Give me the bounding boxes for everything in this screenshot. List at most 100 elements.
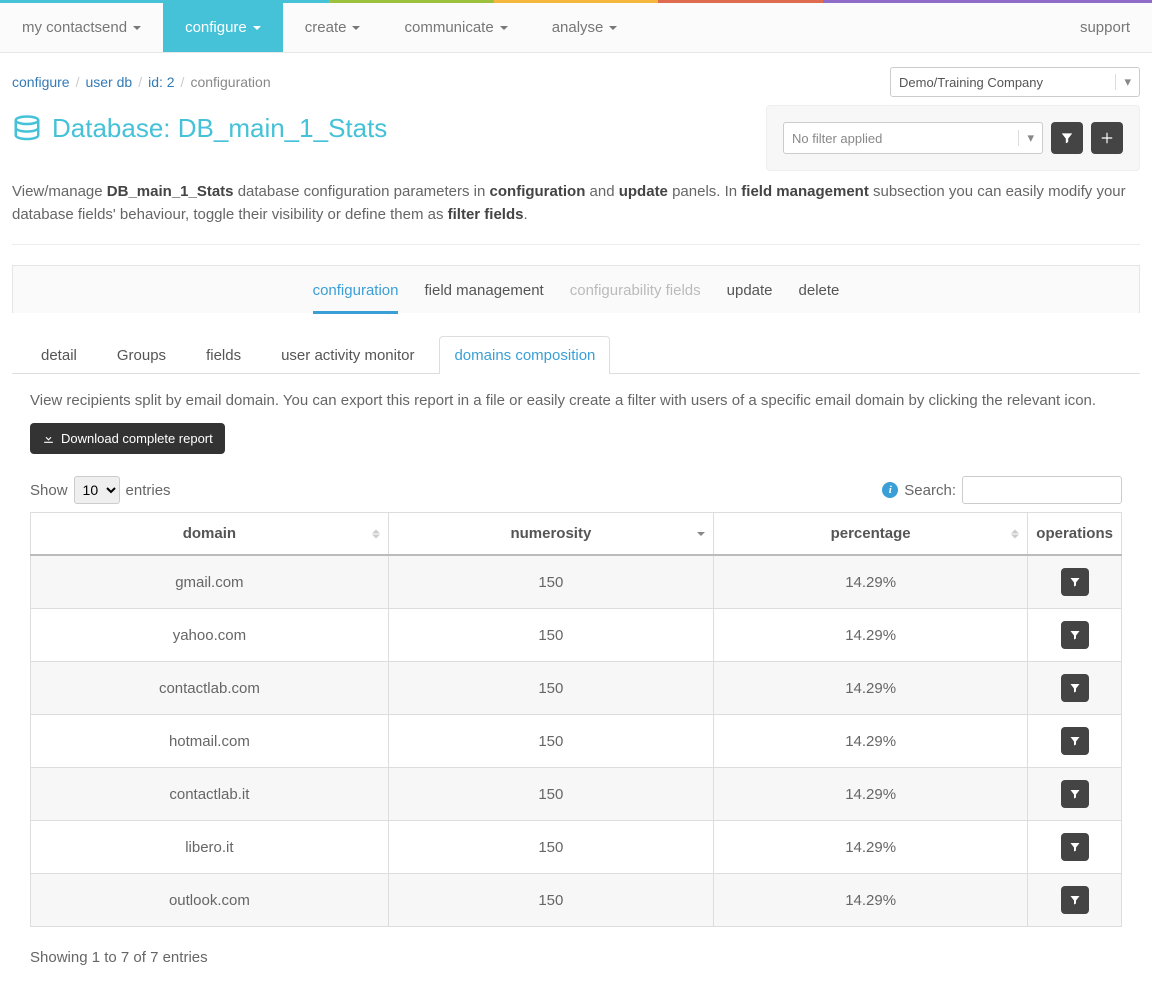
navbar: my contactsendconfigurecreatecommunicate…: [0, 3, 1152, 53]
filter-select-value: No filter applied: [792, 131, 882, 146]
create-filter-button[interactable]: [1061, 886, 1089, 914]
sort-icon: [1011, 529, 1019, 538]
subtab-user-activity-monitor[interactable]: user activity monitor: [266, 336, 429, 374]
cell-percentage: 14.29%: [713, 874, 1027, 927]
subtab-Groups[interactable]: Groups: [102, 336, 181, 374]
download-report-button[interactable]: Download complete report: [30, 423, 225, 454]
subtab-domains-composition[interactable]: domains composition: [439, 336, 610, 374]
tab-body: View recipients split by email domain. Y…: [12, 374, 1140, 990]
breadcrumb: configure/user db/id: 2/configuration: [12, 74, 271, 90]
table-tools: Show 10 entries i Search:: [30, 476, 1122, 504]
table-row: contactlab.com15014.29%: [31, 662, 1122, 715]
nav-support[interactable]: support: [1058, 3, 1152, 52]
cell-domain: contactlab.it: [31, 768, 389, 821]
subtab-fields[interactable]: fields: [191, 336, 256, 374]
sub-tabs: detail Groups fields user activity monitor d…: [12, 313, 1140, 374]
filter-well: No filter applied ▾: [766, 105, 1140, 171]
filter-icon: [1060, 131, 1074, 145]
filter-icon: [1069, 841, 1081, 853]
tab-field-management[interactable]: field management: [424, 282, 543, 314]
nav-communicate[interactable]: communicate: [382, 3, 529, 52]
col-domain[interactable]: domain: [31, 513, 389, 556]
create-filter-button[interactable]: [1061, 568, 1089, 596]
search-input[interactable]: [962, 476, 1122, 504]
cell-percentage: 14.29%: [713, 821, 1027, 874]
create-filter-button[interactable]: [1061, 674, 1089, 702]
tab-update[interactable]: update: [727, 282, 773, 314]
sort-icon: [372, 529, 380, 538]
nav-analyse[interactable]: analyse: [530, 3, 640, 52]
table-row: gmail.com15014.29%: [31, 555, 1122, 609]
cell-numerosity: 150: [388, 715, 713, 768]
subtab-detail[interactable]: detail: [26, 336, 92, 374]
cell-domain: yahoo.com: [31, 609, 389, 662]
breadcrumb-item[interactable]: user db: [85, 74, 132, 90]
nav-create[interactable]: create: [283, 3, 383, 52]
nav-configure[interactable]: configure: [163, 3, 283, 52]
create-filter-button[interactable]: [1061, 833, 1089, 861]
create-filter-button[interactable]: [1061, 727, 1089, 755]
filter-icon: [1069, 576, 1081, 588]
cell-operations: [1028, 821, 1122, 874]
top-row: configure/user db/id: 2/configuration De…: [0, 53, 1152, 97]
cell-domain: outlook.com: [31, 874, 389, 927]
main-tabs: configuration field management configurabi…: [13, 266, 1139, 314]
cell-numerosity: 150: [388, 555, 713, 609]
company-select[interactable]: Demo/Training Company ▾: [890, 67, 1140, 97]
cell-numerosity: 150: [388, 768, 713, 821]
create-filter-button[interactable]: [1061, 621, 1089, 649]
divider: [12, 244, 1140, 245]
cell-numerosity: 150: [388, 609, 713, 662]
breadcrumb-item[interactable]: configure: [12, 74, 70, 90]
sort-icon: [697, 532, 705, 536]
col-numerosity[interactable]: numerosity: [388, 513, 713, 556]
create-filter-button[interactable]: [1061, 780, 1089, 808]
tab-delete[interactable]: delete: [799, 282, 840, 314]
cell-percentage: 14.29%: [713, 715, 1027, 768]
chevron-down-icon: ▾: [1115, 74, 1131, 90]
table-row: contactlab.it15014.29%: [31, 768, 1122, 821]
company-select-value: Demo/Training Company: [899, 75, 1043, 90]
download-icon: [42, 432, 55, 445]
caret-icon: [609, 26, 617, 30]
filter-icon: [1069, 682, 1081, 694]
filter-button[interactable]: [1051, 122, 1083, 154]
cell-operations: [1028, 874, 1122, 927]
page-title: Database: DB_main_1_Stats: [12, 113, 387, 144]
database-icon: [12, 114, 42, 144]
intro-text: View/manage DB_main_1_Stats database con…: [0, 181, 1152, 244]
filter-icon: [1069, 629, 1081, 641]
cell-percentage: 14.29%: [713, 555, 1027, 609]
filter-select[interactable]: No filter applied ▾: [783, 122, 1043, 154]
info-icon[interactable]: i: [882, 482, 898, 498]
nav-my-contactsend[interactable]: my contactsend: [0, 3, 163, 52]
caret-icon: [352, 26, 360, 30]
table-row: hotmail.com15014.29%: [31, 715, 1122, 768]
chevron-down-icon: ▾: [1018, 130, 1034, 146]
domains-table: domain numerosity percentage operat: [30, 512, 1122, 927]
cell-numerosity: 150: [388, 662, 713, 715]
cell-operations: [1028, 609, 1122, 662]
breadcrumb-item[interactable]: id: 2: [148, 74, 174, 90]
filter-icon: [1069, 788, 1081, 800]
tab-description: View recipients split by email domain. Y…: [30, 392, 1122, 409]
cell-numerosity: 150: [388, 874, 713, 927]
tab-configuration[interactable]: configuration: [313, 282, 399, 314]
col-percentage[interactable]: percentage: [713, 513, 1027, 556]
cell-domain: contactlab.com: [31, 662, 389, 715]
plus-icon: [1100, 131, 1114, 145]
cell-domain: gmail.com: [31, 555, 389, 609]
cell-domain: hotmail.com: [31, 715, 389, 768]
tab-configurability-fields: configurability fields: [570, 282, 701, 314]
cell-operations: [1028, 715, 1122, 768]
filter-icon: [1069, 894, 1081, 906]
show-entries: Show 10 entries: [30, 476, 171, 504]
entries-select[interactable]: 10: [74, 476, 120, 504]
cell-percentage: 14.29%: [713, 662, 1027, 715]
main-panel: configuration field management configurabi…: [12, 265, 1140, 990]
filter-icon: [1069, 735, 1081, 747]
add-filter-button[interactable]: [1091, 122, 1123, 154]
search-wrap: i Search:: [882, 476, 1122, 504]
table-row: outlook.com15014.29%: [31, 874, 1122, 927]
cell-percentage: 14.29%: [713, 609, 1027, 662]
